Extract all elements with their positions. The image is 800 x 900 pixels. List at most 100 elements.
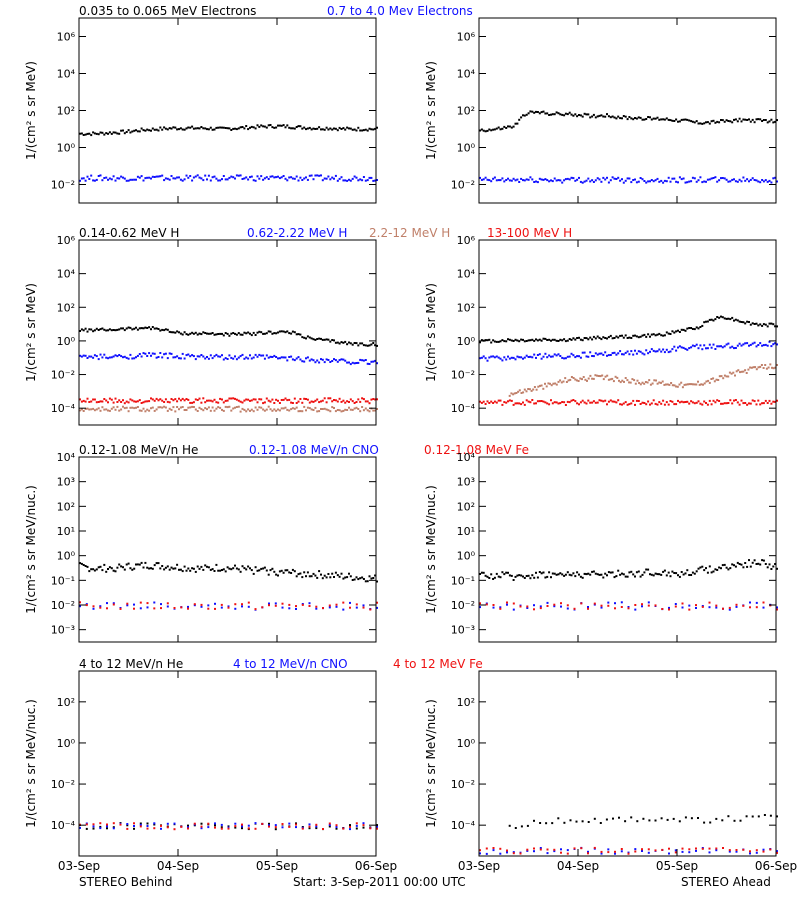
data-point <box>221 398 223 401</box>
data-point <box>641 848 643 851</box>
data-point <box>754 366 757 369</box>
data-point <box>230 568 233 571</box>
data-point <box>678 331 681 333</box>
data-point <box>247 605 250 608</box>
data-point <box>492 578 495 580</box>
data-point <box>508 125 511 128</box>
data-point <box>157 129 160 132</box>
data-point <box>284 397 287 400</box>
data-point <box>602 576 605 579</box>
data-point <box>129 398 132 401</box>
data-point <box>772 565 775 568</box>
data-point <box>525 354 528 357</box>
data-point <box>174 126 177 129</box>
data-point <box>695 604 697 607</box>
data-point <box>295 826 297 829</box>
data-point <box>95 355 98 358</box>
data-point <box>721 402 724 405</box>
data-point <box>748 118 750 121</box>
data-point <box>547 382 550 385</box>
data-point <box>677 346 679 349</box>
data-point <box>275 398 278 401</box>
data-point <box>108 397 111 400</box>
data-point <box>731 178 734 181</box>
data-point <box>135 129 137 132</box>
data-point <box>621 334 623 337</box>
data-point <box>578 336 580 339</box>
data-point <box>564 377 567 380</box>
data-point <box>641 401 644 404</box>
data-point <box>708 565 711 568</box>
data-point <box>136 130 139 133</box>
data-point <box>738 563 741 565</box>
data-point <box>512 403 515 406</box>
data-point <box>268 824 270 827</box>
data-point <box>506 849 508 852</box>
data-point <box>643 571 646 574</box>
data-point <box>241 401 244 404</box>
data-point <box>553 605 556 608</box>
data-point <box>99 605 102 608</box>
data-point <box>508 824 511 827</box>
data-point <box>546 605 549 607</box>
data-point <box>572 572 575 575</box>
data-point <box>334 359 337 362</box>
data-point <box>695 120 698 123</box>
y-tick-label: 10⁶ <box>57 31 76 44</box>
data-point <box>295 126 298 128</box>
data-point <box>772 177 775 180</box>
data-point <box>249 409 251 412</box>
data-point <box>591 115 594 118</box>
y-tick-label: 10⁴ <box>57 68 76 81</box>
data-point <box>306 356 309 359</box>
data-point <box>607 181 610 184</box>
data-point <box>370 176 373 179</box>
data-point <box>241 605 243 608</box>
data-point <box>321 408 324 410</box>
data-point <box>705 402 707 404</box>
data-point <box>774 400 777 403</box>
data-point <box>110 356 113 359</box>
data-point <box>643 180 646 182</box>
data-point <box>718 566 721 569</box>
data-point <box>479 573 481 575</box>
data-point <box>252 126 255 129</box>
data-point <box>691 176 694 179</box>
data-point <box>161 565 164 567</box>
data-point <box>579 356 582 359</box>
data-point <box>768 322 771 325</box>
data-point <box>359 410 362 413</box>
data-point <box>638 382 641 384</box>
data-point <box>260 406 263 409</box>
data-point <box>261 822 264 825</box>
data-point <box>514 179 517 182</box>
data-point <box>641 605 643 608</box>
data-point <box>533 111 536 114</box>
data-point <box>490 355 493 358</box>
data-point <box>748 402 750 405</box>
data-point <box>706 178 709 181</box>
x-tick-label: 06-Sep <box>755 859 797 873</box>
data-point <box>90 408 93 411</box>
data-point <box>666 818 669 821</box>
data-point <box>213 128 216 131</box>
data-point <box>303 405 306 408</box>
data-point <box>99 825 102 828</box>
data-point <box>514 402 517 405</box>
data-point <box>105 176 108 179</box>
data-point <box>146 400 149 403</box>
data-point <box>587 572 590 575</box>
data-point <box>660 350 663 353</box>
data-point <box>665 401 668 404</box>
data-point <box>641 334 644 337</box>
data-point <box>99 565 102 568</box>
data-point <box>770 568 773 570</box>
data-point <box>174 331 177 334</box>
data-point <box>150 407 152 410</box>
data-point <box>526 605 529 608</box>
data-point <box>129 567 132 570</box>
data-point <box>206 356 208 358</box>
data-point <box>327 573 330 575</box>
data-point <box>661 848 664 851</box>
data-point <box>776 850 778 853</box>
